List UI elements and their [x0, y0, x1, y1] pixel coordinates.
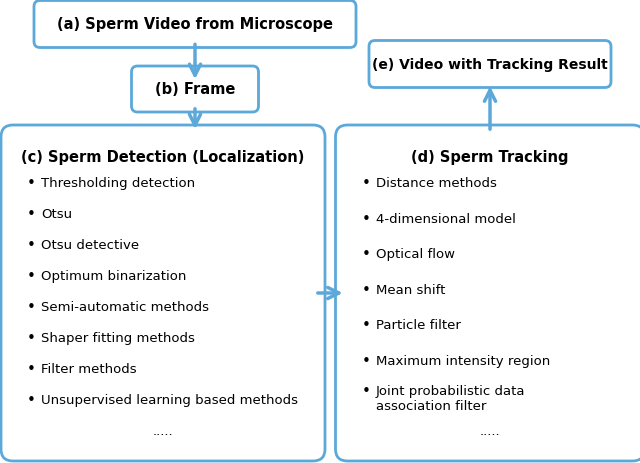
Text: •: •	[362, 282, 371, 297]
Text: Semi-automatic methods: Semi-automatic methods	[41, 301, 209, 314]
Text: •: •	[362, 247, 371, 262]
Text: Particle filter: Particle filter	[376, 319, 460, 332]
Text: association filter: association filter	[376, 399, 486, 412]
Text: Thresholding detection: Thresholding detection	[41, 177, 195, 190]
Text: •: •	[27, 207, 36, 222]
FancyBboxPatch shape	[131, 67, 259, 113]
Text: Otsu: Otsu	[41, 208, 72, 221]
Text: Shaper fitting methods: Shaper fitting methods	[41, 332, 195, 345]
Text: •: •	[27, 269, 36, 284]
Text: .....: .....	[480, 425, 500, 438]
Text: (e) Video with Tracking Result: (e) Video with Tracking Result	[372, 58, 608, 72]
Text: •: •	[27, 393, 36, 407]
Text: Maximum intensity region: Maximum intensity region	[376, 354, 550, 367]
Text: •: •	[362, 353, 371, 368]
Text: (a) Sperm Video from Microscope: (a) Sperm Video from Microscope	[57, 18, 333, 32]
Text: •: •	[362, 212, 371, 226]
Text: •: •	[27, 362, 36, 377]
Text: Unsupervised learning based methods: Unsupervised learning based methods	[41, 394, 298, 407]
Text: •: •	[362, 176, 371, 191]
Text: Otsu detective: Otsu detective	[41, 239, 139, 252]
Text: •: •	[27, 331, 36, 346]
Text: Mean shift: Mean shift	[376, 283, 445, 296]
Text: Joint probabilistic data: Joint probabilistic data	[376, 384, 525, 397]
FancyBboxPatch shape	[369, 41, 611, 88]
FancyBboxPatch shape	[34, 1, 356, 49]
FancyBboxPatch shape	[335, 126, 640, 461]
FancyBboxPatch shape	[1, 126, 325, 461]
Text: •: •	[27, 238, 36, 253]
Text: Distance methods: Distance methods	[376, 177, 497, 190]
Text: (c) Sperm Detection (Localization): (c) Sperm Detection (Localization)	[21, 150, 305, 165]
Text: 4-dimensional model: 4-dimensional model	[376, 213, 515, 225]
Text: •: •	[362, 383, 371, 398]
Text: (b) Frame: (b) Frame	[155, 82, 235, 97]
Text: Optimum binarization: Optimum binarization	[41, 270, 186, 283]
Text: .....: .....	[153, 425, 173, 438]
Text: •: •	[362, 318, 371, 332]
Text: (d) Sperm Tracking: (d) Sperm Tracking	[412, 150, 569, 165]
Text: •: •	[27, 176, 36, 191]
Text: Optical flow: Optical flow	[376, 248, 454, 261]
Text: Filter methods: Filter methods	[41, 363, 136, 375]
Text: •: •	[27, 300, 36, 315]
